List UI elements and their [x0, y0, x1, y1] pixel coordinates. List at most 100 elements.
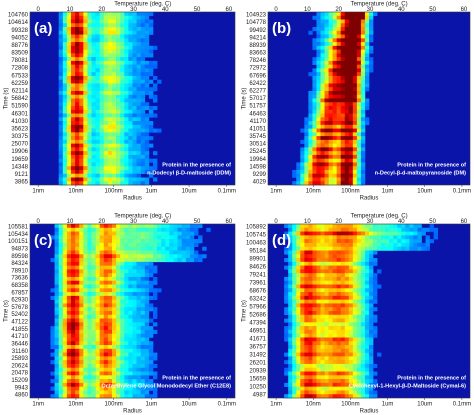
heat-cell [132, 106, 137, 111]
heat-cell [364, 367, 370, 372]
heat-cell [373, 239, 378, 244]
heat-cell [112, 15, 117, 20]
heat-cell [91, 143, 96, 148]
heat-cell [344, 295, 350, 300]
heat-cell [71, 128, 76, 133]
heat-cell [140, 154, 146, 159]
heat-cell [336, 299, 342, 304]
heat-cell [112, 143, 117, 148]
top-axis-label: Temperature (deg. C) [351, 214, 408, 220]
heat-cell [153, 386, 158, 391]
heat-cell [71, 109, 76, 114]
heat-cell [320, 235, 325, 240]
heat-cell [71, 106, 76, 111]
heat-cell [120, 136, 125, 141]
heat-cell [66, 352, 72, 357]
heat-cell [132, 79, 137, 84]
heat-cell [112, 239, 117, 244]
heat-cell [373, 280, 378, 285]
heat-cell [95, 147, 100, 152]
heat-cell [87, 360, 92, 365]
heat-cell [62, 288, 68, 293]
heat-cell [120, 269, 125, 274]
heat-cell [91, 265, 96, 270]
heat-cell [144, 360, 150, 365]
heat-cell [144, 295, 150, 300]
heat-cell [348, 288, 354, 293]
heat-cell [312, 269, 317, 274]
heat-cell [332, 124, 337, 129]
heat-cell [87, 269, 92, 274]
heat-cell [71, 57, 76, 62]
heat-cell [344, 106, 350, 111]
heat-cell [360, 19, 366, 24]
heat-cell [58, 30, 64, 35]
heat-cell [336, 375, 342, 380]
heat-cell [120, 371, 125, 376]
heat-cell [144, 280, 150, 285]
heat-cell [83, 45, 88, 50]
heat-cell [288, 231, 293, 236]
top-tick-label: 10 [67, 7, 74, 13]
heat-cell [292, 367, 297, 372]
heat-cell [316, 27, 321, 32]
heat-cell [336, 49, 342, 54]
heat-cell [360, 87, 366, 92]
heat-cell [332, 136, 337, 141]
heat-cell [116, 98, 121, 103]
heat-cell [364, 356, 370, 361]
heat-cell [356, 318, 362, 323]
heat-cell [95, 158, 100, 163]
heat-cell [348, 258, 354, 263]
heat-cell [66, 139, 72, 144]
heat-cell [328, 45, 333, 50]
heat-cell [103, 136, 109, 141]
heat-cell [308, 158, 313, 163]
heat-cell [128, 341, 133, 346]
heat-cell [83, 280, 88, 285]
heat-cell [62, 23, 68, 28]
heat-cell [348, 254, 354, 259]
heat-cell [144, 72, 150, 77]
heat-cell [328, 352, 333, 357]
heat-cell [83, 295, 88, 300]
heat-cell [107, 113, 113, 118]
heat-cell [107, 254, 113, 259]
heat-cell [340, 231, 346, 236]
heat-cell [356, 269, 362, 274]
heat-cell [360, 239, 366, 244]
heat-cell [91, 292, 96, 297]
heat-cell [58, 382, 64, 387]
y-tick-label: 84324 [11, 261, 28, 267]
y-tick-label: 83509 [11, 51, 28, 57]
heat-cell [324, 121, 329, 126]
heat-cell [352, 151, 358, 156]
heat-cell [332, 363, 337, 369]
heat-cell [320, 318, 325, 323]
heat-cell [107, 363, 113, 369]
heat-cell [58, 87, 64, 92]
heat-cell [91, 83, 96, 88]
heat-cell [320, 72, 325, 77]
heat-cell [348, 250, 354, 255]
heat-cell [344, 117, 350, 122]
heat-cell [296, 345, 301, 350]
heat-cell [79, 113, 84, 118]
heat-cell [157, 288, 162, 293]
heat-cell [87, 38, 92, 43]
heat-cell [87, 143, 92, 148]
heat-cell [83, 239, 88, 244]
top-tick-label: 30 [367, 7, 374, 13]
heat-cell [320, 166, 325, 171]
heat-cell [308, 337, 313, 342]
heat-cell [120, 363, 125, 369]
heat-cell [194, 254, 199, 259]
heat-cell [348, 154, 354, 159]
heat-cell [373, 326, 378, 331]
heat-cell [128, 390, 133, 395]
heat-cell [79, 12, 84, 17]
heat-cell [336, 326, 342, 331]
heat-cell [116, 30, 121, 35]
heat-cell [83, 265, 88, 270]
heat-cell [296, 382, 301, 387]
